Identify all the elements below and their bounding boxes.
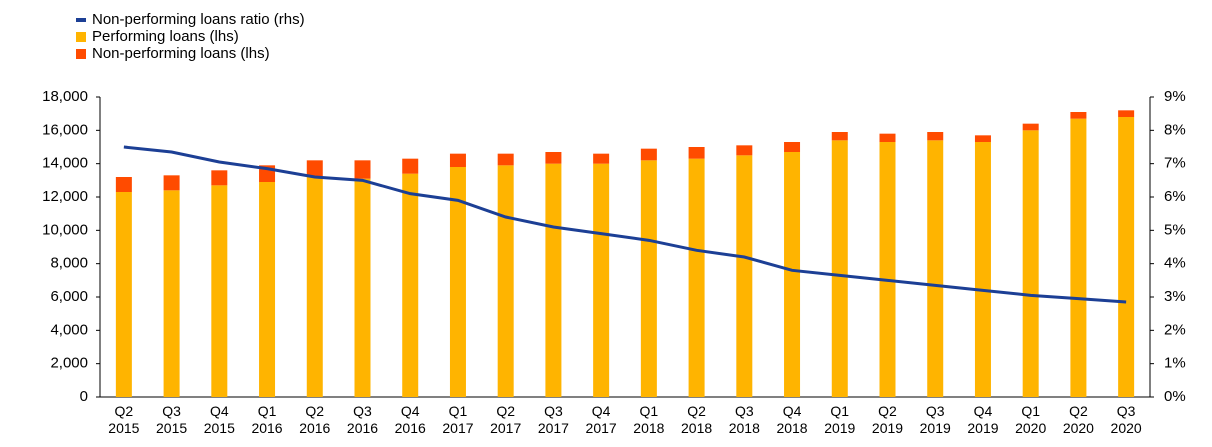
y-tick-label: 8,000 bbox=[50, 255, 88, 272]
y2-tick-label: 8% bbox=[1164, 121, 1186, 138]
bar-segment bbox=[545, 163, 562, 397]
y-tick-label: 10,000 bbox=[42, 221, 88, 238]
x-tick-label: Q4 2017 bbox=[585, 403, 617, 436]
x-tick-label: Q4 2018 bbox=[776, 403, 808, 436]
bar-segment bbox=[306, 177, 323, 397]
legend-swatch bbox=[76, 32, 86, 42]
x-tick-label: Q2 2015 bbox=[108, 403, 140, 436]
bar-segment bbox=[545, 152, 562, 164]
bar-segment bbox=[974, 142, 991, 397]
bar-segment bbox=[1070, 112, 1087, 119]
legend-label: Non-performing loans ratio (rhs) bbox=[92, 11, 305, 28]
x-tick-label: Q1 2016 bbox=[251, 403, 283, 436]
legend-label: Non-performing loans (lhs) bbox=[92, 45, 270, 62]
y2-tick-label: 9% bbox=[1164, 88, 1186, 105]
bar-segment bbox=[688, 158, 705, 397]
x-tick-label: Q2 2019 bbox=[871, 403, 904, 436]
x-tick-label: Q2 2016 bbox=[299, 403, 331, 436]
bar-segment bbox=[497, 153, 514, 166]
x-tick-label: Q4 2016 bbox=[394, 403, 426, 436]
bar-segment bbox=[354, 160, 371, 179]
x-tick-label: Q3 2020 bbox=[1110, 403, 1142, 436]
bar-segment bbox=[1118, 110, 1135, 117]
x-tick-label: Q4 2019 bbox=[967, 403, 999, 436]
y2-tick-label: 1% bbox=[1164, 355, 1186, 372]
bar-segment bbox=[974, 135, 991, 142]
x-tick-label: Q1 2017 bbox=[442, 403, 474, 436]
y-tick-label: 16,000 bbox=[42, 121, 88, 138]
bar-segment bbox=[1118, 117, 1135, 397]
bar-segment bbox=[784, 142, 801, 152]
bar-segment bbox=[449, 167, 466, 397]
x-tick-label: Q2 2020 bbox=[1062, 403, 1094, 436]
y2-tick-label: 6% bbox=[1164, 188, 1186, 205]
y2-tick-label: 3% bbox=[1164, 288, 1186, 305]
x-tick-label: Q2 2017 bbox=[490, 403, 522, 436]
y-tick-label: 18,000 bbox=[42, 88, 88, 105]
legend-swatch bbox=[76, 49, 86, 59]
y2-tick-label: 2% bbox=[1164, 321, 1186, 338]
bar-segment bbox=[593, 163, 610, 397]
bar-segment bbox=[688, 147, 705, 159]
x-tick-label: Q4 2015 bbox=[203, 403, 235, 436]
bar-segment bbox=[1022, 123, 1039, 131]
y2-tick-label: 4% bbox=[1164, 255, 1186, 272]
bar-segment bbox=[1070, 118, 1087, 398]
y-tick-label: 4,000 bbox=[50, 321, 88, 338]
x-tick-label: Q3 2015 bbox=[156, 403, 188, 436]
x-tick-label: Q1 2020 bbox=[1015, 403, 1047, 436]
x-tick-label: Q3 2016 bbox=[346, 403, 379, 436]
bar-segment bbox=[211, 185, 228, 397]
bar-segment bbox=[354, 178, 371, 397]
bar-segment bbox=[163, 190, 180, 397]
bar-segment bbox=[640, 148, 657, 161]
y-tick-label: 12,000 bbox=[42, 188, 88, 205]
bar-segment bbox=[831, 132, 848, 141]
y2-tick-label: 5% bbox=[1164, 221, 1186, 238]
y-tick-label: 14,000 bbox=[42, 155, 88, 172]
bar-segment bbox=[879, 133, 896, 142]
bar-segment bbox=[736, 155, 753, 397]
y2-tick-label: 7% bbox=[1164, 155, 1186, 172]
bar-segment bbox=[784, 152, 801, 397]
bar-segment bbox=[879, 142, 896, 397]
bar-segment bbox=[736, 145, 753, 156]
x-tick-label: Q3 2019 bbox=[919, 403, 951, 436]
legend-swatch bbox=[76, 18, 86, 22]
bar-segment bbox=[831, 140, 848, 398]
bar-segment bbox=[259, 182, 276, 397]
bar-segment bbox=[593, 153, 610, 164]
x-tick-label: Q2 2018 bbox=[681, 403, 713, 436]
x-tick-label: Q1 2019 bbox=[824, 403, 856, 436]
bar-segment bbox=[115, 192, 132, 397]
bar-segment bbox=[211, 170, 228, 186]
bar-segment bbox=[402, 173, 419, 397]
bar-segment bbox=[640, 160, 657, 397]
x-tick-label: Q1 2018 bbox=[633, 403, 665, 436]
y2-tick-label: 0% bbox=[1164, 388, 1186, 405]
x-tick-label: Q3 2018 bbox=[728, 403, 760, 436]
bar-segment bbox=[1022, 130, 1039, 398]
ratio-line bbox=[123, 145, 1127, 304]
y-tick-label: 2,000 bbox=[50, 355, 88, 372]
bar-segment bbox=[402, 158, 419, 174]
bar-segment bbox=[927, 132, 944, 141]
bar-segment bbox=[449, 153, 466, 167]
bar-segment bbox=[497, 165, 514, 397]
y-tick-label: 6,000 bbox=[50, 288, 88, 305]
bar-segment bbox=[306, 160, 323, 177]
bar-segment bbox=[927, 140, 944, 398]
legend-label: Performing loans (lhs) bbox=[92, 28, 239, 45]
bar-segment bbox=[115, 177, 132, 192]
bar-segment bbox=[163, 175, 180, 191]
y-tick-label: 0 bbox=[80, 388, 88, 405]
x-tick-label: Q3 2017 bbox=[537, 403, 569, 436]
